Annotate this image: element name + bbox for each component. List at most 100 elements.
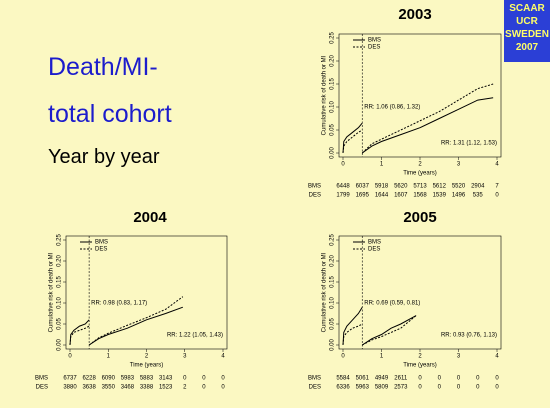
risk-count: 6037 <box>356 184 370 190</box>
x-tick-label: 4 <box>495 354 499 360</box>
risk-count: 0 <box>221 385 225 391</box>
slide-subtitle: Year by year <box>48 146 160 168</box>
chart-title: 2005 <box>403 209 436 226</box>
slide-title: total cohort <box>48 100 172 128</box>
risk-count: 1607 <box>394 193 408 199</box>
badge-text: UCR <box>516 16 538 27</box>
risk-count: 5809 <box>375 385 389 391</box>
series-line <box>69 296 184 346</box>
risk-count: 0 <box>457 376 461 382</box>
x-tick-label: 0 <box>341 354 345 360</box>
legend-label: DES <box>368 45 380 51</box>
risk-count: 2611 <box>394 376 408 382</box>
annotation: RR: 1.31 (1.12, 1.53) <box>441 141 497 147</box>
risk-count: 6336 <box>336 385 350 391</box>
risk-count: 1568 <box>413 193 427 199</box>
x-axis-label: Time (years) <box>403 363 436 369</box>
legend-label: BMS <box>95 240 108 246</box>
risk-count: 0 <box>183 376 187 382</box>
chart-title: 2004 <box>133 209 167 226</box>
y-tick-label: 0.20 <box>330 255 336 267</box>
badge <box>504 0 550 62</box>
risk-count: 5612 <box>433 184 447 190</box>
annotation: RR: 1.06 (0.86, 1.32) <box>364 105 420 111</box>
risk-count: 0 <box>438 385 442 391</box>
y-tick-label: 0.05 <box>330 124 336 136</box>
y-tick-label: 0.00 <box>330 147 336 159</box>
annotation: RR: 1.22 (1.05, 1.43) <box>167 333 223 339</box>
y-tick-label: 0.15 <box>330 276 336 288</box>
y-tick-label: 0.10 <box>330 101 336 113</box>
y-tick-label: 0.25 <box>330 32 336 44</box>
y-axis-label: Cumulative risk of death or MI <box>49 252 55 332</box>
annotation: RR: 0.69 (0.59, 0.81) <box>364 301 420 307</box>
y-axis-label: Cumulative risk of death or MI <box>322 55 328 135</box>
risk-count: 2573 <box>394 385 408 391</box>
risk-count: 0 <box>476 376 480 382</box>
chart-title: 2003 <box>398 6 431 23</box>
y-tick-label: 0.25 <box>57 234 63 246</box>
x-axis-label: Time (years) <box>403 171 436 177</box>
risk-row-name: DES <box>309 193 321 199</box>
legend-label: BMS <box>368 240 381 246</box>
risk-count: 5918 <box>375 184 389 190</box>
risk-row-name: DES <box>36 385 48 391</box>
risk-count: 7 <box>495 184 499 190</box>
risk-count: 6090 <box>102 376 116 382</box>
annotation: RR: 0.93 (0.76, 1.13) <box>441 333 497 339</box>
x-tick-label: 4 <box>221 354 225 360</box>
x-tick-label: 1 <box>380 162 384 168</box>
y-tick-label: 0.15 <box>330 78 336 90</box>
y-tick-label: 0.05 <box>330 318 336 330</box>
y-tick-label: 0.10 <box>57 297 63 309</box>
risk-count: 5061 <box>356 376 370 382</box>
risk-row-name: DES <box>309 385 321 391</box>
risk-count: 0 <box>202 385 206 391</box>
y-tick-label: 0.20 <box>330 55 336 67</box>
risk-count: 0 <box>495 376 499 382</box>
x-tick-label: 4 <box>495 162 499 168</box>
x-tick-label: 3 <box>457 354 461 360</box>
risk-count: 5713 <box>413 184 427 190</box>
risk-count: 1496 <box>452 193 466 199</box>
badge-text: 2007 <box>516 42 539 53</box>
x-tick-label: 1 <box>107 354 111 360</box>
x-tick-label: 3 <box>457 162 461 168</box>
risk-count: 0 <box>202 376 206 382</box>
x-tick-label: 2 <box>418 354 422 360</box>
risk-count: 3550 <box>102 385 116 391</box>
risk-count: 4949 <box>375 376 389 382</box>
risk-row-name: BMS <box>308 184 321 190</box>
risk-count: 0 <box>495 385 499 391</box>
risk-count: 3880 <box>63 385 77 391</box>
legend-label: DES <box>368 247 380 253</box>
y-tick-label: 0.10 <box>330 297 336 309</box>
risk-count: 1799 <box>336 193 350 199</box>
risk-count: 0 <box>476 385 480 391</box>
risk-count: 0 <box>495 193 499 199</box>
risk-count: 6448 <box>336 184 350 190</box>
x-axis-label: Time (years) <box>130 363 163 369</box>
y-tick-label: 0.00 <box>330 339 336 351</box>
series-line <box>342 306 417 346</box>
risk-count: 1695 <box>356 193 370 199</box>
risk-count: 2 <box>183 385 187 391</box>
x-tick-label: 0 <box>68 354 72 360</box>
badge-text: SCAAR <box>509 3 545 14</box>
x-tick-label: 2 <box>145 354 149 360</box>
y-tick-label: 0.00 <box>57 339 63 351</box>
badge-text: SWEDEN <box>505 29 549 40</box>
y-tick-label: 0.15 <box>57 276 63 288</box>
x-tick-label: 3 <box>183 354 187 360</box>
risk-count: 6737 <box>63 376 77 382</box>
risk-count: 5520 <box>452 184 466 190</box>
risk-count: 0 <box>438 376 442 382</box>
y-tick-label: 0.20 <box>57 255 63 267</box>
x-tick-label: 2 <box>418 162 422 168</box>
annotation: RR: 0.98 (0.83, 1.17) <box>91 301 147 307</box>
risk-count: 2904 <box>471 184 485 190</box>
risk-count: 3388 <box>140 385 154 391</box>
slide-title: Death/MI- <box>48 53 158 81</box>
risk-count: 1644 <box>375 193 389 199</box>
